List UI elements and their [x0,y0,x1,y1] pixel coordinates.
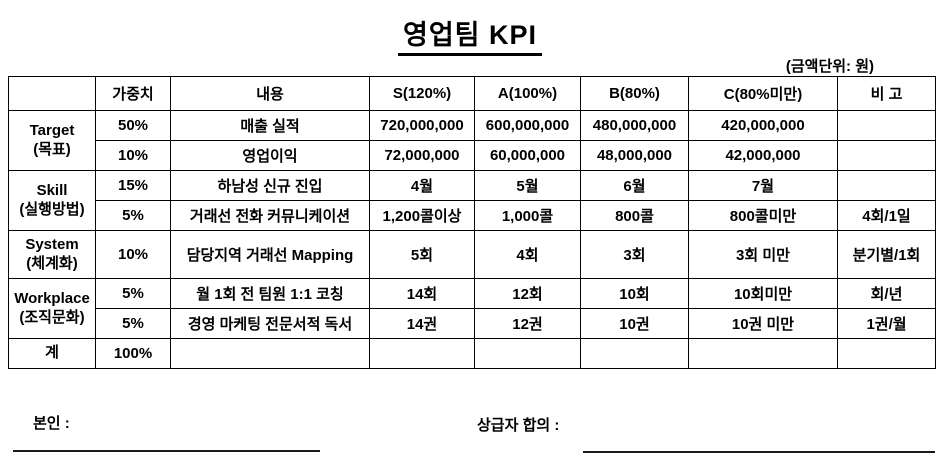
self-signature-label: 본인 : [33,415,70,432]
group-system-en: System [25,235,79,253]
weight-cell: 5% [95,308,171,339]
grade-a-cell: 4회 [474,230,581,279]
self-signature-line [13,450,320,452]
grade-s-cell [369,338,475,369]
remarks-cell [837,140,936,171]
table-row: 10% 영업이익 72,000,000 60,000,000 48,000,00… [9,140,936,171]
grade-s-cell: 720,000,000 [369,110,475,141]
remarks-cell [837,338,936,369]
group-target-kr: (목표) [33,140,71,158]
grade-c-cell: 42,000,000 [688,140,838,171]
content-cell: 월 1회 전 팀원 1:1 코칭 [170,278,370,309]
grade-a-cell: 600,000,000 [474,110,581,141]
currency-unit-note: (금액단위: 원) [785,58,874,75]
grade-a-cell [474,338,581,369]
grade-b-cell: 800콜 [580,200,689,231]
grade-c-cell: 420,000,000 [688,110,838,141]
table-row: 5% 거래선 전화 커뮤니케이션 1,200콜이상 1,000콜 800콜 80… [9,200,936,231]
table-row: Target (목표) 50% 매출 실적 720,000,000 600,00… [8,110,936,171]
header-grade-s: S(120%) [369,76,475,111]
grade-s-cell: 14권 [369,308,475,339]
remarks-cell: 1권/월 [837,308,936,339]
grade-c-cell: 800콜미만 [688,200,838,231]
page-title: 영업팀 KPI [397,13,543,56]
grade-c-cell [688,338,838,369]
grade-a-cell: 5월 [474,170,581,201]
remarks-cell [837,110,936,141]
table-row: 5% 경영 마케팅 전문서적 독서 14권 12권 10권 10권 미만 1권/… [9,308,936,339]
kpi-table: 가중치 내용 S(120%) A(100%) B(80%) C(80%미만) 비… [8,76,936,369]
group-target-en: Target [29,121,75,139]
grade-s-cell: 4월 [369,170,475,201]
group-system: System (체계화) [8,230,96,279]
weight-cell: 10% [95,230,171,279]
group-workplace-en: Workplace [14,289,90,307]
grade-c-cell: 10권 미만 [688,308,838,339]
grade-c-cell: 10회미만 [688,278,838,309]
header-row: 가중치 내용 S(120%) A(100%) B(80%) C(80%미만) 비… [8,76,936,111]
weight-cell: 100% [95,338,171,369]
content-cell: 거래선 전화 커뮤니케이션 [170,200,370,231]
content-cell: 하남성 신규 진입 [170,170,370,201]
weight-cell: 10% [95,140,171,171]
weight-cell: 5% [95,200,171,231]
grade-c-cell: 7월 [688,170,838,201]
supervisor-agreement-label: 상급자 합의 : [477,417,560,434]
content-cell: 영업이익 [170,140,370,171]
group-workplace-kr: (조직문화) [19,308,85,326]
remarks-cell: 회/년 [837,278,936,309]
header-grade-b: B(80%) [580,76,689,111]
grade-b-cell: 10권 [580,308,689,339]
grade-b-cell: 6월 [580,170,689,201]
total-row: 계 100% [8,338,936,369]
grade-s-cell: 14회 [369,278,475,309]
remarks-cell [837,170,936,201]
grade-s-cell: 1,200콜이상 [369,200,475,231]
remarks-cell: 4회/1일 [837,200,936,231]
table-row: System (체계화) 10% 담당지역 거래선 Mapping 5회 4회 … [8,230,936,279]
grade-a-cell: 12회 [474,278,581,309]
title-wrap: 영업팀 KPI [0,13,940,56]
grade-a-cell: 60,000,000 [474,140,581,171]
content-cell: 매출 실적 [170,110,370,141]
grade-a-cell: 1,000콜 [474,200,581,231]
grade-s-cell: 72,000,000 [369,140,475,171]
grade-b-cell: 48,000,000 [580,140,689,171]
group-system-kr: (체계화) [26,254,78,272]
header-grade-a: A(100%) [474,76,581,111]
weight-cell: 50% [95,110,171,141]
header-grade-c: C(80%미만) [688,76,838,111]
grade-b-cell: 3회 [580,230,689,279]
group-total: 계 [8,338,96,369]
group-skill-kr: (실행방법) [19,200,85,218]
group-skill-en: Skill [36,181,68,199]
grade-b-cell: 10회 [580,278,689,309]
remarks-cell: 분기별/1회 [837,230,936,279]
table-row: Skill (실행방법) 15% 하남성 신규 진입 4월 5월 6월 7월 [8,170,936,231]
grade-c-cell: 3회 미만 [688,230,838,279]
weight-cell: 15% [95,170,171,201]
grade-a-cell: 12권 [474,308,581,339]
content-cell [170,338,370,369]
table-row: Workplace (조직문화) 5% 월 1회 전 팀원 1:1 코칭 14회… [8,278,936,339]
group-workplace: Workplace (조직문화) [8,278,96,339]
header-remarks: 비 고 [837,76,936,111]
grade-s-cell: 5회 [369,230,475,279]
supervisor-signature-line [583,451,935,453]
group-total-label: 계 [45,344,59,362]
group-skill: Skill (실행방법) [8,170,96,231]
header-weight: 가중치 [95,76,171,111]
content-cell: 경영 마케팅 전문서적 독서 [170,308,370,339]
weight-cell: 5% [95,278,171,309]
grade-b-cell: 480,000,000 [580,110,689,141]
grade-b-cell [580,338,689,369]
header-content: 내용 [170,76,370,111]
content-cell: 담당지역 거래선 Mapping [170,230,370,279]
header-category [8,76,96,111]
group-target: Target (목표) [8,110,96,171]
